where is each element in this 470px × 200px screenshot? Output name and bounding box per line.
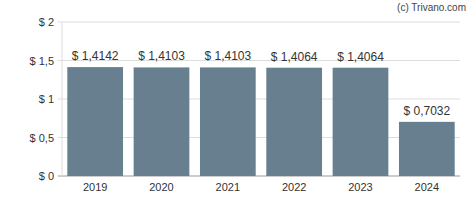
x-tick-label: 2023 (348, 181, 372, 193)
x-tick-label: 2020 (149, 181, 173, 193)
bar (200, 67, 256, 176)
y-tick-label: $ 2 (39, 16, 54, 28)
bar (399, 122, 455, 176)
data-label: $ 0,7032 (403, 104, 450, 118)
y-tick-label: $ 0,5 (30, 132, 54, 144)
y-tick-label: $ 1 (39, 93, 54, 105)
data-label: $ 1,4064 (271, 50, 318, 64)
data-label: $ 1,4064 (337, 50, 384, 64)
bar (67, 67, 123, 176)
x-tick-label: 2019 (83, 181, 107, 193)
y-axis-line (62, 22, 63, 176)
x-tick-label: 2022 (282, 181, 306, 193)
chart-svg: (c) Trivano.com $ 0 $ 0,5 $ 1 $ 1,5 $ 2 $ 1,41… (0, 0, 470, 200)
annotation: (c) Trivano.com (397, 2, 466, 13)
data-label: $ 1,4103 (204, 49, 251, 63)
bars (67, 67, 454, 176)
data-label: $ 1,4142 (72, 49, 119, 63)
x-tick-label: 2021 (216, 181, 240, 193)
data-label: $ 1,4103 (138, 49, 185, 63)
bar (266, 68, 322, 176)
y-tick-label: $ 1,5 (30, 55, 54, 67)
bar (333, 68, 389, 176)
grid-line (58, 22, 460, 23)
chart-container: (c) Trivano.com $ 0 $ 0,5 $ 1 $ 1,5 $ 2 $ 1,41… (0, 0, 470, 200)
bar (134, 67, 190, 176)
x-tick-label: 2024 (415, 181, 439, 193)
y-tick-label: $ 0 (39, 170, 54, 182)
